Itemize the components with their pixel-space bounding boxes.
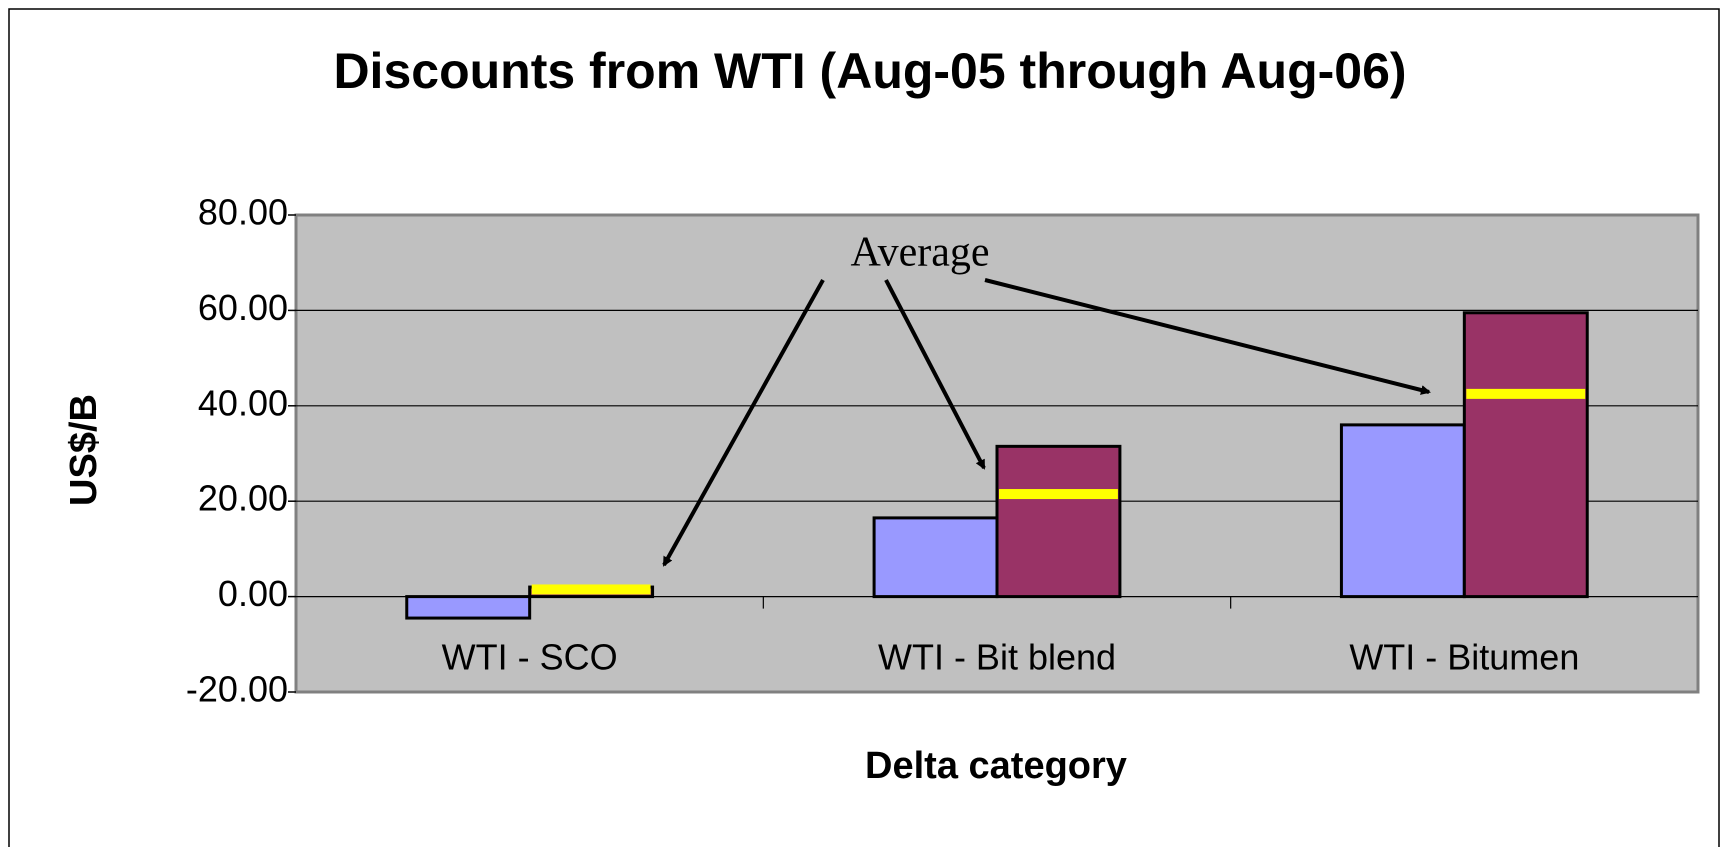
x-axis-label: Delta category: [865, 745, 1127, 787]
annotation-arrow: [984, 278, 1431, 395]
bar: [995, 444, 1122, 599]
y-axis-label: US$/B: [63, 394, 105, 506]
bar: [872, 516, 999, 599]
y-tick-label: 60.00: [198, 287, 288, 328]
y-tick-label: 40.00: [198, 382, 288, 423]
bar: [1462, 311, 1589, 599]
y-tick-label: -20.00: [186, 669, 288, 710]
y-tick-label: 20.00: [198, 478, 288, 519]
bar: [405, 595, 532, 620]
x-tick-label: WTI - Bitumen: [1349, 637, 1579, 678]
average-marker: [1466, 388, 1586, 399]
annotation: Average: [850, 230, 989, 276]
average-marker: [999, 489, 1118, 500]
y-tick-label: 0.00: [218, 573, 288, 614]
average-marker: [531, 584, 651, 595]
x-tick-label: WTI - SCO: [442, 637, 618, 678]
chart-title: Discounts from WTI (Aug-05 through Aug-0…: [333, 43, 1406, 99]
annotation-arrow: [884, 279, 986, 470]
x-tick-label: WTI - Bit blend: [878, 637, 1116, 678]
annotation-arrow: [662, 279, 825, 567]
bar: [1339, 423, 1466, 599]
y-tick-label: 80.00: [198, 192, 288, 233]
